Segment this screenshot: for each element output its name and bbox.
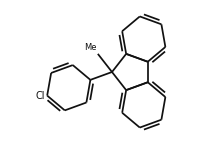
Text: Me: Me: [84, 43, 97, 52]
Text: Cl: Cl: [35, 91, 45, 101]
